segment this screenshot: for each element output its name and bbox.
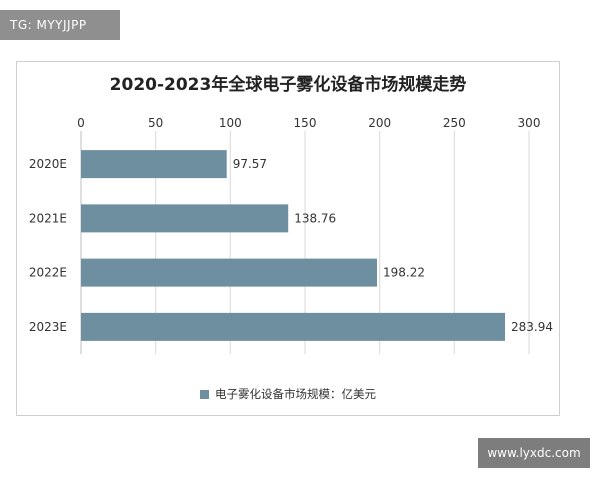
watermark-text-bottom: www.lyxdc.com: [487, 446, 581, 460]
data-label-0: 97.57: [233, 157, 267, 171]
y-category-label-3: 2023E: [29, 320, 67, 334]
bar-2022E: [81, 258, 378, 287]
x-tick-label-1: 50: [148, 116, 163, 130]
chart-title: 2020-2023年全球电子雾化设备市场规模走势: [109, 75, 467, 95]
x-tick-label-6: 300: [518, 116, 541, 130]
y-category-label-1: 2021E: [29, 211, 67, 225]
bar-2023E: [81, 312, 506, 341]
y-category-label-2: 2022E: [29, 266, 67, 280]
x-tick-label-4: 200: [368, 116, 391, 130]
x-tick-label-5: 250: [443, 116, 466, 130]
x-tick-label-0: 0: [77, 116, 85, 130]
legend-label: 电子雾化设备市场规模：亿美元: [215, 387, 376, 401]
y-category-label-0: 2020E: [29, 157, 67, 171]
x-tick-label-3: 150: [294, 116, 317, 130]
x-tick-label-2: 100: [219, 116, 242, 130]
watermark-badge-bottom: www.lyxdc.com: [478, 438, 590, 468]
data-label-2: 198.22: [383, 266, 425, 280]
data-label-1: 138.76: [294, 211, 336, 225]
data-label-3: 283.94: [511, 320, 553, 334]
watermark-text-top: TG: MYYJJPP: [10, 18, 87, 32]
bar-2021E: [81, 204, 289, 233]
chart-legend: 电子雾化设备市场规模：亿美元: [17, 386, 559, 402]
chart-container: 2020-2023年全球电子雾化设备市场规模走势 0 50 100 150 200 250…: [16, 61, 560, 416]
legend-swatch: [200, 390, 209, 399]
bar-2020E: [81, 150, 227, 179]
watermark-badge-top: TG: MYYJJPP: [0, 10, 120, 40]
bar-chart-plot: 0 50 100 150 200 250 300 2020E 97.57 2021E 138.76 2…: [29, 116, 553, 354]
